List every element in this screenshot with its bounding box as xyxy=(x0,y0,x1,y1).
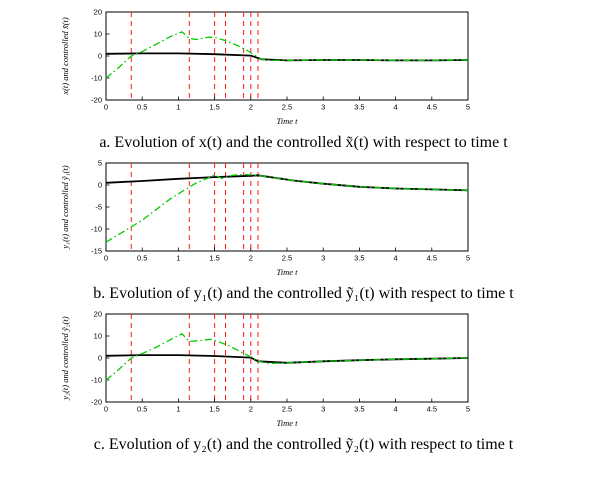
x-tick-label: 1.5 xyxy=(209,254,219,263)
y-tick-label: -10 xyxy=(91,74,102,83)
plot-canvas: 0 0.5 1 1.5 2 2.5 3 3.5 4 4.5 5 -20 -10 0 10 20 Time t x(… xyxy=(60,8,470,127)
x-tick-label: 0 xyxy=(104,405,108,414)
y-tick-label: -15 xyxy=(91,247,102,256)
y-tick-label: -10 xyxy=(91,225,102,234)
x-tick-label: 4.5 xyxy=(427,405,437,414)
y-tick-label: 0 xyxy=(98,52,102,61)
y-tick-label: -20 xyxy=(91,398,102,407)
y-tick-label: -5 xyxy=(95,203,102,212)
y-tick-label: -10 xyxy=(91,376,102,385)
x-tick-label: 5 xyxy=(466,405,470,414)
chart-figure-c: 0 0.5 1 1.5 2 2.5 3 3.5 4 4.5 5 -20 -10 0 10 20 Time t y₂… xyxy=(0,308,607,455)
chart-figure-b: 0 0.5 1 1.5 2 2.5 3 3.5 4 4.5 5 -15 -10 -5 0 5 Time t y₁(… xyxy=(0,157,607,304)
plot-canvas: 0 0.5 1 1.5 2 2.5 3 3.5 4 4.5 5 -20 -10 0 10 20 Time t y₂… xyxy=(60,310,470,429)
x-tick-label: 3.5 xyxy=(354,405,364,414)
x-tick-label: 3.5 xyxy=(354,254,364,263)
x-tick-label: 5 xyxy=(466,103,470,112)
x-tick-label: 2 xyxy=(249,405,253,414)
chart-b-caption: b. Evolution of y₁(t) and the controlled… xyxy=(93,285,514,302)
chart-figure-a: 0 0.5 1 1.5 2 2.5 3 3.5 4 4.5 5 -20 -10 0 10 20 Time t x(… xyxy=(0,6,607,153)
y-tick-label: -20 xyxy=(91,96,102,105)
x-tick-label: 3.5 xyxy=(354,103,364,112)
x-tick-label: 2.5 xyxy=(282,103,292,112)
plot-canvas: 0 0.5 1 1.5 2 2.5 3 3.5 4 4.5 5 -15 -10 -5 0 5 Time t y₁(… xyxy=(60,159,470,278)
y-tick-label: 0 xyxy=(98,181,102,190)
x-tick-label: 0.5 xyxy=(137,254,147,263)
x-axis-label: Time t xyxy=(276,267,298,277)
chart-c-plot: 0 0.5 1 1.5 2 2.5 3 3.5 4 4.5 5 -20 -10 0 10 20 Time t y₂… xyxy=(58,308,607,432)
x-tick-label: 4.5 xyxy=(427,103,437,112)
x-tick-label: 1 xyxy=(176,405,180,414)
x-tick-label: 5 xyxy=(466,254,470,263)
y-tick-label: 10 xyxy=(94,332,102,341)
x-tick-label: 1.5 xyxy=(209,405,219,414)
chart-a-caption: a. Evolution of x(t) and the controlled … xyxy=(99,134,508,151)
chart-c-caption: c. Evolution of y₂(t) and the controlled… xyxy=(93,436,514,453)
chart-a-plot: 0 0.5 1 1.5 2 2.5 3 3.5 4 4.5 5 -20 -10 0 10 20 Time t x(… xyxy=(58,6,607,130)
x-tick-label: 2.5 xyxy=(282,254,292,263)
x-tick-label: 2 xyxy=(249,254,253,263)
chart-b-plot: 0 0.5 1 1.5 2 2.5 3 3.5 4 4.5 5 -15 -10 -5 0 5 Time t y₁(… xyxy=(58,157,607,281)
series-x-controlled xyxy=(105,31,469,79)
y-tick-label: 20 xyxy=(94,8,102,17)
x-tick-label: 0.5 xyxy=(137,405,147,414)
plot-box xyxy=(105,313,469,403)
x-tick-label: 4 xyxy=(394,103,398,112)
y-tick-label: 20 xyxy=(94,310,102,319)
y-tick-label: 10 xyxy=(94,30,102,39)
x-tick-label: 4 xyxy=(394,405,398,414)
x-tick-label: 1.5 xyxy=(209,103,219,112)
x-tick-label: 4.5 xyxy=(427,254,437,263)
series-y1-controlled xyxy=(105,173,469,243)
y-tick-label: 5 xyxy=(98,159,102,168)
x-tick-label: 3 xyxy=(321,405,325,414)
x-tick-label: 4 xyxy=(394,254,398,263)
x-axis-label: Time t xyxy=(276,116,298,126)
y-axis-label: y₁(t) and controlled ỹ₁(t) xyxy=(60,165,70,249)
x-tick-label: 1 xyxy=(176,103,180,112)
y-axis-label: y₂(t) and controlled ỹ₂(t) xyxy=(60,316,70,400)
x-tick-label: 0.5 xyxy=(137,103,147,112)
x-axis-label: Time t xyxy=(276,418,298,428)
x-tick-label: 2 xyxy=(249,103,253,112)
plot-box xyxy=(105,11,469,101)
x-tick-label: 3 xyxy=(321,254,325,263)
series-y2-controlled xyxy=(105,333,469,381)
x-tick-label: 3 xyxy=(321,103,325,112)
series-y2-original xyxy=(105,354,469,364)
y-axis-label: x(t) and controlled x̃(t) xyxy=(60,17,70,96)
y-tick-label: 0 xyxy=(98,354,102,363)
plot-box xyxy=(105,162,469,252)
x-tick-label: 2.5 xyxy=(282,405,292,414)
x-tick-label: 1 xyxy=(176,254,180,263)
x-tick-label: 0 xyxy=(104,103,108,112)
x-tick-label: 0 xyxy=(104,254,108,263)
